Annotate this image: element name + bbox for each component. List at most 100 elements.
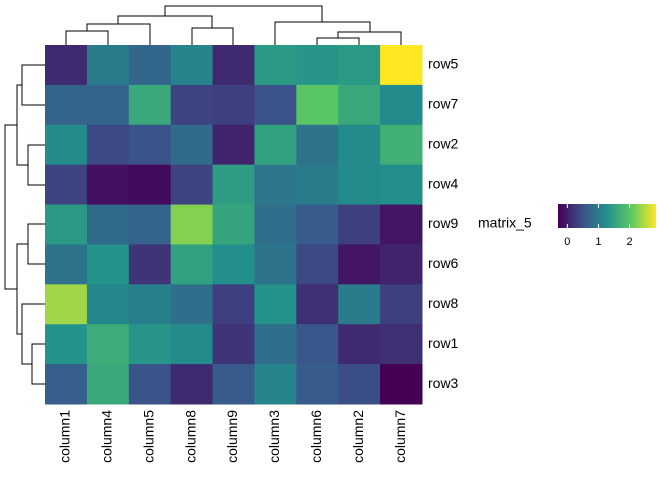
heatmap-cell xyxy=(86,124,130,166)
legend-title: matrix_5 xyxy=(478,215,532,231)
row-label: row4 xyxy=(428,175,459,191)
heatmap-cell xyxy=(86,364,130,405)
heatmap-cell xyxy=(254,364,297,405)
row-label: row7 xyxy=(428,96,459,112)
heatmap-cell xyxy=(254,124,297,166)
heatmap-cell xyxy=(212,364,255,405)
heatmap-cell xyxy=(128,364,172,405)
heatmap-cell xyxy=(86,284,130,325)
heatmap-cell xyxy=(86,164,130,206)
heatmap-cell xyxy=(338,244,381,285)
heatmap-cell xyxy=(170,364,214,405)
heatmap-cell xyxy=(380,284,423,325)
heatmap-cell xyxy=(128,284,172,325)
heatmap-cell xyxy=(170,244,214,285)
heatmap-cell xyxy=(380,324,423,365)
heatmap-cell xyxy=(296,324,339,365)
heatmap-cell xyxy=(296,244,339,285)
column-label: column1 xyxy=(57,410,73,463)
row-label: row8 xyxy=(428,295,459,311)
heatmap-cell xyxy=(212,244,255,285)
heatmap-cell xyxy=(128,204,172,245)
heatmap-cell xyxy=(338,84,381,126)
legend-tick-label: 2 xyxy=(626,236,632,248)
heatmap-cell xyxy=(338,45,381,86)
heatmap-cell xyxy=(296,204,339,245)
heatmap-cell xyxy=(380,84,423,126)
column-label: column9 xyxy=(224,410,240,463)
heatmap-cell xyxy=(338,164,381,206)
heatmap-cell xyxy=(380,244,423,285)
row-label: row2 xyxy=(428,135,459,151)
heatmap-cell xyxy=(296,364,339,405)
heatmap-cell xyxy=(254,204,297,245)
column-label: column8 xyxy=(182,410,198,463)
heatmap-cell xyxy=(296,124,339,166)
heatmap-cell xyxy=(296,45,339,86)
heatmap-cell xyxy=(86,244,130,285)
heatmap-cell xyxy=(380,164,423,206)
row-label: row9 xyxy=(428,215,459,231)
heatmap-cell xyxy=(380,204,423,245)
heatmap-cell xyxy=(170,124,214,166)
heatmap-cell xyxy=(338,204,381,245)
heatmap-cell xyxy=(338,284,381,325)
legend-tick-label: 0 xyxy=(564,236,570,248)
heatmap-cell xyxy=(170,45,214,86)
heatmap-cell xyxy=(380,124,423,166)
heatmap-cell xyxy=(212,84,255,126)
heatmap-cell xyxy=(212,204,255,245)
heatmap-cell xyxy=(86,204,130,245)
heatmap-cell xyxy=(296,164,339,206)
heatmap-cell xyxy=(296,284,339,325)
heatmap-cell xyxy=(45,324,88,365)
heatmap-cell xyxy=(86,84,130,126)
column-label: column5 xyxy=(140,410,156,463)
heatmap-cell xyxy=(170,84,214,126)
heatmap-cell xyxy=(170,284,214,325)
heatmap-cell xyxy=(45,164,88,206)
row-label: row6 xyxy=(428,255,459,271)
colorbar xyxy=(558,204,656,228)
heatmap-cell xyxy=(254,244,297,285)
heatmap-cell xyxy=(212,164,255,206)
row-dendrogram xyxy=(4,64,45,385)
heatmap-cell xyxy=(86,45,130,86)
column-dendrogram xyxy=(65,5,402,45)
column-label: column2 xyxy=(350,410,366,463)
heatmap-cell xyxy=(170,324,214,365)
heatmap-cell xyxy=(45,84,88,126)
row-label: row1 xyxy=(428,335,459,351)
heatmap-cell xyxy=(170,204,214,245)
heatmap-cell xyxy=(45,364,88,405)
column-label: column7 xyxy=(392,410,408,463)
heatmap-cell xyxy=(128,244,172,285)
heatmap-cell xyxy=(212,284,255,325)
heatmap-cell xyxy=(338,324,381,365)
heatmap-cell xyxy=(45,284,88,325)
heatmap-cell xyxy=(380,45,423,86)
legend-tick-label: 1 xyxy=(595,236,601,248)
heatmap-cell xyxy=(170,164,214,206)
heatmap-cell xyxy=(45,244,88,285)
heatmap-cell xyxy=(45,204,88,245)
heatmap-cell xyxy=(128,84,172,126)
heatmap-cell xyxy=(338,124,381,166)
row-label: row5 xyxy=(428,56,459,72)
heatmap-cell xyxy=(212,324,255,365)
heatmap-cell xyxy=(212,45,255,86)
column-label: column4 xyxy=(99,410,115,463)
heatmap-cell xyxy=(254,324,297,365)
heatmap-cell xyxy=(254,84,297,126)
heatmap-cell xyxy=(380,364,423,405)
heatmap-cell xyxy=(128,324,172,365)
heatmap-cell xyxy=(254,284,297,325)
column-label: column6 xyxy=(308,410,324,463)
heatmap-cell xyxy=(296,84,339,126)
heatmap-cell xyxy=(254,45,297,86)
heatmap-cell xyxy=(128,164,172,206)
heatmap-cell xyxy=(128,45,172,86)
heatmap-cell xyxy=(45,45,88,86)
row-label: row3 xyxy=(428,375,459,391)
